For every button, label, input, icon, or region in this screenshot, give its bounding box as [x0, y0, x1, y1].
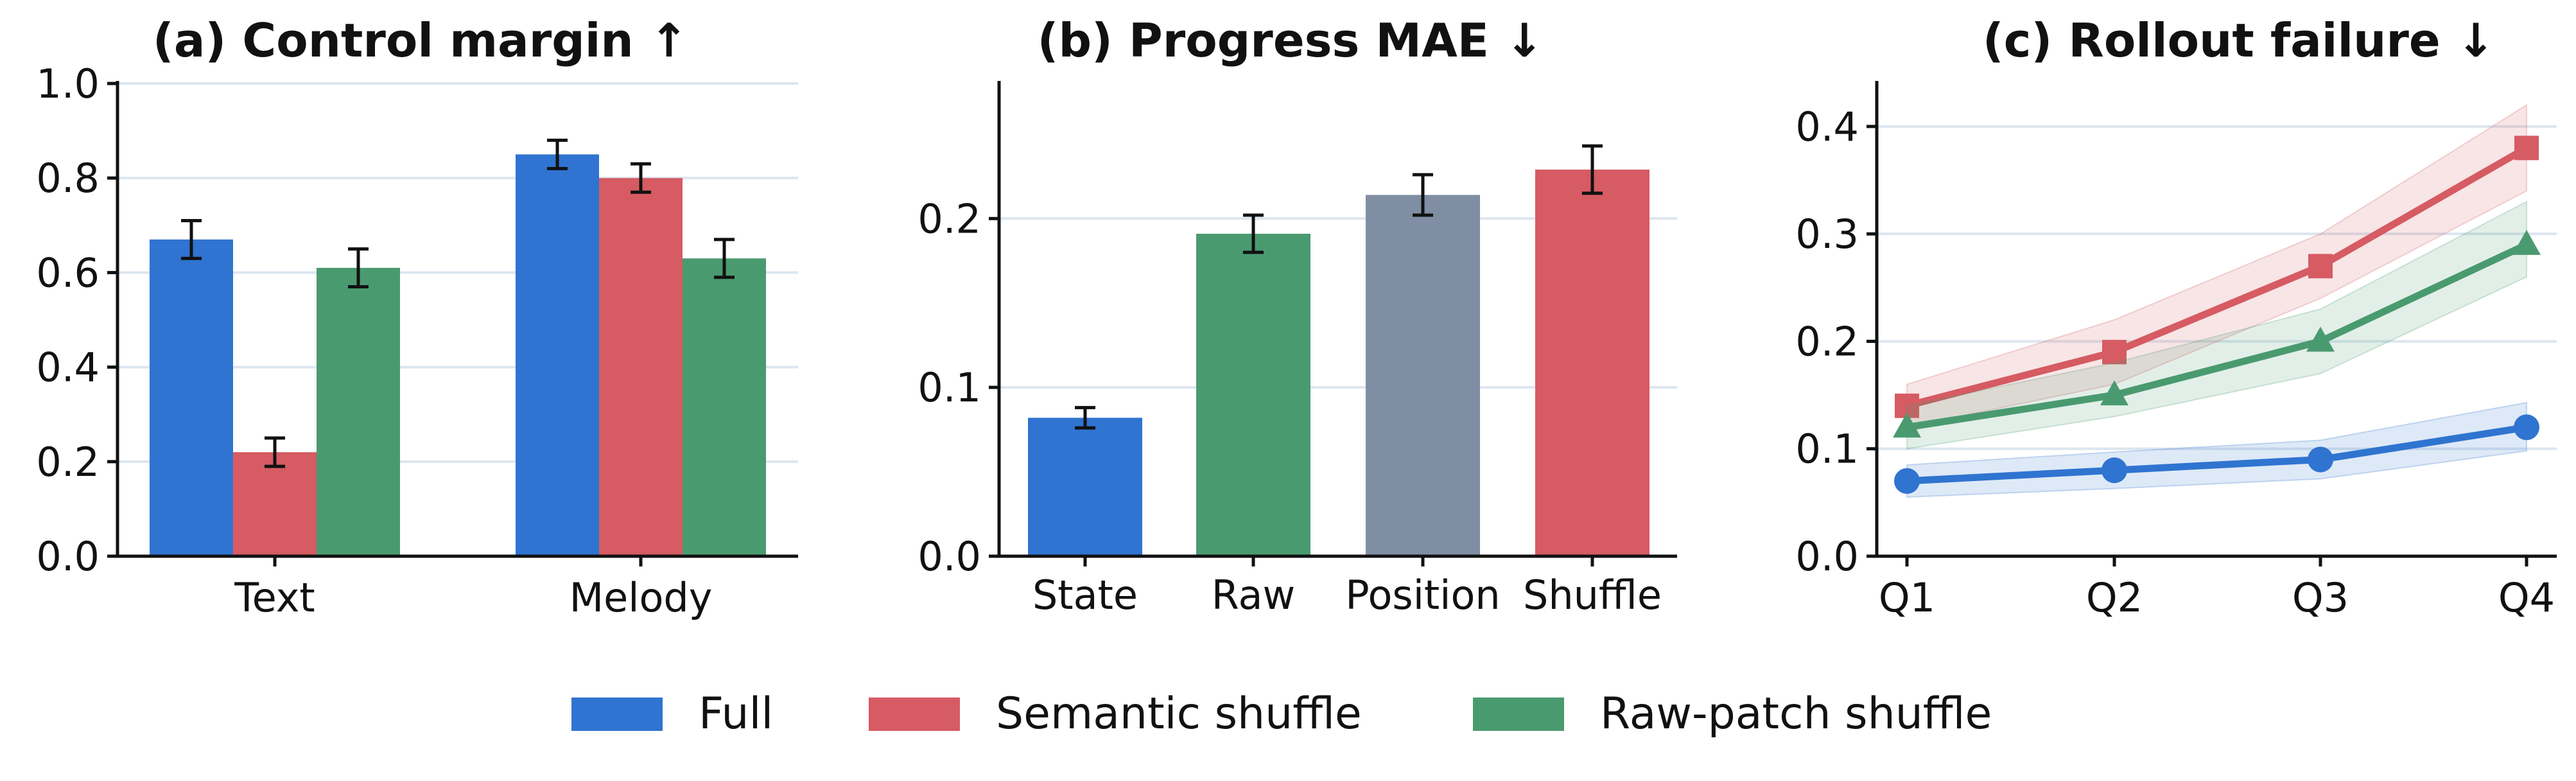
panel-c-line — [1906, 423, 2527, 485]
legend-swatch — [1473, 698, 1564, 731]
panel-b-xtick-label: State — [1032, 572, 1138, 619]
panel-a-bar — [599, 178, 683, 556]
panel-a-bar — [233, 452, 317, 556]
panel-a-xtick-label: Melody — [570, 574, 713, 621]
panel-c-marker — [2102, 340, 2127, 365]
panel-b-ytick-label: 0.1 — [918, 364, 981, 411]
panel-b-progress-mae: (b) Progress MAE ↓ 0.0 0.1 0.2 State Raw Posi… — [918, 13, 1677, 619]
panel-a-bar — [150, 239, 233, 556]
panel-c-ytick-label: 0.2 — [1795, 318, 1859, 365]
panel-a-control-margin: (a) Control margin ↑ 0.0 0.2 0.4 0.6 0.8 1.0 T… — [36, 13, 798, 621]
panel-c-band — [1906, 200, 2527, 450]
panel-c-xtick-label: Q4 — [2498, 574, 2555, 621]
panel-a-ytick-label: 0.8 — [36, 155, 100, 202]
legend-swatch — [869, 698, 960, 731]
panel-c-marker — [2306, 326, 2335, 352]
panel-b-bar — [1196, 233, 1310, 556]
panel-c-xtick-label: Q2 — [2086, 574, 2143, 621]
panel-c-marker — [2308, 446, 2333, 473]
panel-b-xtick-label: Position — [1345, 572, 1500, 619]
panel-c-xtick-label: Q3 — [2292, 574, 2349, 621]
panel-a-bar — [317, 268, 400, 556]
panel-c-marker — [2102, 457, 2127, 484]
panel-c-xtick-label: Q1 — [1879, 574, 1935, 621]
panel-a-ytick-label: 0.6 — [36, 249, 100, 296]
panel-c-title: (c) Rollout failure ↓ — [1983, 13, 2495, 67]
panel-b-title: (b) Progress MAE ↓ — [1038, 13, 1544, 67]
legend: Full Semantic shuffle Raw-patch shuffle — [571, 689, 1992, 739]
panel-a-bar — [683, 258, 766, 556]
panel-c-marker — [2512, 229, 2541, 255]
panel-b-bar — [1366, 195, 1480, 556]
panel-c-line — [1906, 145, 2528, 410]
panel-b-xtick-label: Raw — [1212, 572, 1295, 619]
panel-c-marker — [2514, 414, 2539, 441]
legend-label: Semantic shuffle — [996, 689, 1362, 739]
legend-swatch — [571, 698, 663, 731]
panel-a-ytick-label: 0.4 — [36, 344, 100, 391]
panel-a-ytick-label: 0.2 — [36, 439, 100, 486]
panel-c-marker — [2308, 254, 2333, 279]
panel-c-marker — [1893, 412, 1921, 438]
panel-a-title: (a) Control margin ↑ — [153, 13, 688, 67]
panel-b-xtick-label: Shuffle — [1523, 572, 1662, 619]
panel-c-marker — [2514, 136, 2539, 161]
panel-a-ytick-label: 0.0 — [36, 533, 100, 580]
panel-c-ytick-label: 0.0 — [1795, 533, 1859, 580]
panel-c-ytick-label: 0.3 — [1795, 211, 1859, 258]
panel-c-ytick-label: 0.4 — [1795, 103, 1859, 150]
panel-b-bar — [1028, 417, 1142, 556]
panel-b-ytick-label: 0.0 — [918, 533, 981, 580]
panel-c-line — [1906, 241, 2528, 431]
panel-c-band — [1906, 103, 2527, 428]
legend-label: Raw-patch shuffle — [1600, 689, 1992, 739]
panel-a-ytick-label: 1.0 — [36, 60, 100, 107]
panel-a-bar — [516, 154, 599, 556]
panel-a-xtick-label: Text — [234, 574, 315, 621]
panel-c-marker — [2100, 380, 2128, 406]
panel-b-ytick-label: 0.2 — [918, 195, 981, 242]
panel-c-marker — [1894, 468, 1920, 494]
panel-b-bar — [1535, 170, 1649, 556]
panel-c-ytick-label: 0.1 — [1795, 426, 1859, 473]
panel-c-rollout-failure: (c) Rollout failure ↓ 0.0 0.1 0.2 0.3 0.4 Q1 Q… — [1795, 13, 2557, 621]
legend-label: Full — [699, 689, 773, 739]
